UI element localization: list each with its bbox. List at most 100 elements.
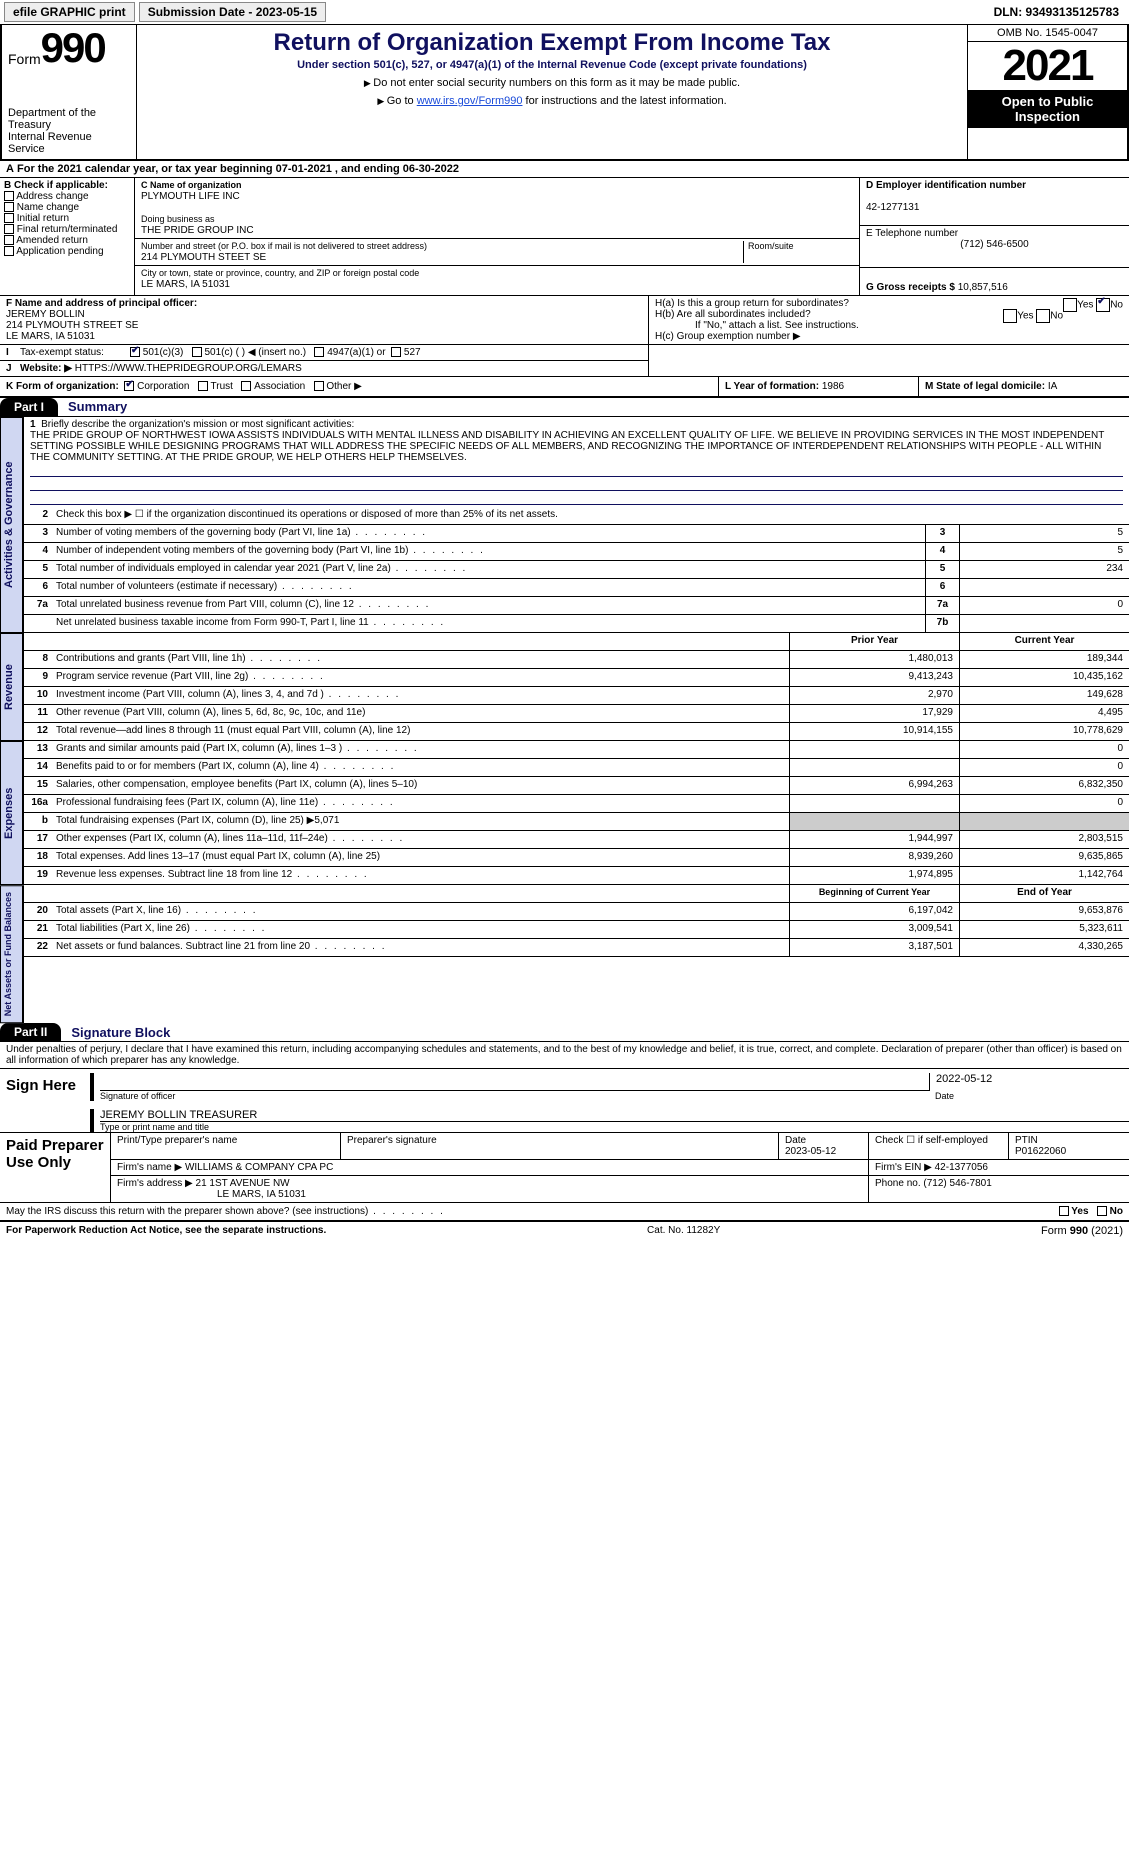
row-17: 17Other expenses (Part IX, column (A), l…	[24, 831, 1129, 849]
row-a-tax-year: A For the 2021 calendar year, or tax yea…	[0, 161, 1129, 177]
cb-501c[interactable]	[192, 347, 202, 357]
col-b-checkboxes: B Check if applicable: Address change Na…	[0, 178, 135, 295]
efile-print-button[interactable]: efile GRAPHIC print	[4, 2, 135, 22]
paid-preparer-section: Paid Preparer Use Only Print/Type prepar…	[0, 1132, 1129, 1202]
section-bcd: B Check if applicable: Address change Na…	[0, 177, 1129, 296]
form-title: Return of Organization Exempt From Incom…	[145, 29, 959, 57]
row-4: 4Number of independent voting members of…	[24, 543, 1129, 561]
cb-amended[interactable]	[4, 235, 14, 245]
cb-other[interactable]	[314, 381, 324, 391]
form-subtitle: Under section 501(c), 527, or 4947(a)(1)…	[145, 59, 959, 71]
cb-initial-return[interactable]	[4, 213, 14, 223]
row-13: 13Grants and similar amounts paid (Part …	[24, 741, 1129, 759]
ein-value: 42-1277131	[866, 202, 919, 213]
side-net-assets: Net Assets or Fund Balances	[0, 885, 24, 1023]
date-label: Date	[929, 1091, 1129, 1101]
row-11: 11Other revenue (Part VIII, column (A), …	[24, 705, 1129, 723]
row-9: 9Program service revenue (Part VIII, lin…	[24, 669, 1129, 687]
penalty-statement: Under penalties of perjury, I declare th…	[0, 1042, 1129, 1069]
prep-sig-hdr: Preparer's signature	[341, 1133, 779, 1159]
org-name: PLYMOUTH LIFE INC	[141, 191, 240, 202]
cb-527[interactable]	[391, 347, 401, 357]
row-i: I Tax-exempt status: 501(c)(3) 501(c) ( …	[0, 345, 648, 361]
sig-date: 2022-05-12	[936, 1073, 992, 1085]
form-footer: Form 990 (2021)	[1041, 1225, 1123, 1237]
street-label: Number and street (or P.O. box if mail i…	[141, 241, 427, 251]
state-domicile: IA	[1048, 381, 1057, 392]
ha-row: H(a) Is this a group return for subordin…	[655, 298, 1123, 309]
cat-number: Cat. No. 11282Y	[647, 1225, 720, 1237]
officer-name: JEREMY BOLLIN	[6, 309, 85, 320]
cb-final-return[interactable]	[4, 224, 14, 234]
tel-value: (712) 546-6500	[866, 239, 1123, 250]
row-14: 14Benefits paid to or for members (Part …	[24, 759, 1129, 777]
row-6: 6Total number of volunteers (estimate if…	[24, 579, 1129, 597]
row-22: 22Net assets or fund balances. Subtract …	[24, 939, 1129, 957]
row-19: 19Revenue less expenses. Subtract line 1…	[24, 867, 1129, 885]
irs-label: Internal Revenue Service	[8, 131, 130, 155]
hc-row: H(c) Group exemption number ▶	[655, 331, 1123, 342]
submission-date-button[interactable]: Submission Date - 2023-05-15	[139, 2, 326, 22]
cb-corp[interactable]	[124, 381, 134, 391]
irs-link[interactable]: www.irs.gov/Form990	[417, 95, 523, 107]
form-header: Form 990 Department of the Treasury Inte…	[0, 25, 1129, 161]
dln-label: DLN: 93493135125783	[988, 3, 1125, 21]
side-expenses: Expenses	[0, 741, 24, 885]
cb-application[interactable]	[4, 246, 14, 256]
ssn-note: Do not enter social security numbers on …	[145, 77, 959, 89]
cb-address-change[interactable]	[4, 191, 14, 201]
net-header: Beginning of Current YearEnd of Year	[24, 885, 1129, 903]
firm-addr2: LE MARS, IA 51031	[117, 1189, 306, 1200]
row-3: 3Number of voting members of the governi…	[24, 525, 1129, 543]
tel-label: E Telephone number	[866, 228, 958, 239]
side-governance: Activities & Governance	[0, 417, 24, 633]
firm-phone: (712) 546-7801	[923, 1178, 991, 1189]
row-8: 8Contributions and grants (Part VIII, li…	[24, 651, 1129, 669]
row-16a: 16aProfessional fundraising fees (Part I…	[24, 795, 1129, 813]
part1-header: Part I Summary	[0, 398, 1129, 417]
row-10: 10Investment income (Part VIII, column (…	[24, 687, 1129, 705]
ein-label: D Employer identification number	[866, 180, 1026, 191]
cb-name-change[interactable]	[4, 202, 14, 212]
form-number: 990	[41, 29, 105, 67]
row-20: 20Total assets (Part X, line 16)6,197,04…	[24, 903, 1129, 921]
footer: For Paperwork Reduction Act Notice, see …	[0, 1220, 1129, 1240]
org-name-label: C Name of organization	[141, 180, 242, 190]
mission-block: 1 Briefly describe the organization's mi…	[24, 417, 1129, 507]
cb-501c3[interactable]	[130, 347, 140, 357]
prep-self-emp: Check ☐ if self-employed	[869, 1133, 1009, 1159]
omb-number: OMB No. 1545-0047	[968, 25, 1127, 42]
open-public-badge: Open to Public Inspection	[968, 90, 1127, 128]
firm-ein: 42-1377056	[935, 1162, 988, 1173]
cb-discuss-yes[interactable]	[1059, 1206, 1069, 1216]
prep-date: 2023-05-12	[785, 1146, 836, 1157]
cb-ha-no[interactable]	[1096, 298, 1110, 312]
dba-label: Doing business as	[141, 214, 215, 224]
row-5: 5Total number of individuals employed in…	[24, 561, 1129, 579]
dept-treasury: Department of the Treasury	[8, 107, 130, 131]
prep-name-hdr: Print/Type preparer's name	[111, 1133, 341, 1159]
cb-hb-no[interactable]	[1036, 309, 1050, 323]
row-12: 12Total revenue—add lines 8 through 11 (…	[24, 723, 1129, 741]
cb-hb-yes[interactable]	[1003, 309, 1017, 323]
row-j: J Website: ▶ HTTPS://WWW.THEPRIDEGROUP.O…	[0, 361, 648, 376]
rev-header: Prior YearCurrent Year	[24, 633, 1129, 651]
row-7a: 7aTotal unrelated business revenue from …	[24, 597, 1129, 615]
street-value: 214 PLYMOUTH STEET SE	[141, 252, 266, 263]
cb-4947[interactable]	[314, 347, 324, 357]
side-revenue: Revenue	[0, 633, 24, 741]
row-2: 2Check this box ▶ ☐ if the organization …	[24, 507, 1129, 525]
cb-assoc[interactable]	[241, 381, 251, 391]
section-fh: F Name and address of principal officer:…	[0, 296, 1129, 345]
cb-ha-yes[interactable]	[1063, 298, 1077, 312]
row-klm: K Form of organization: Corporation Trus…	[0, 376, 1129, 398]
cb-trust[interactable]	[198, 381, 208, 391]
cb-discuss-no[interactable]	[1097, 1206, 1107, 1216]
officer-addr1: 214 PLYMOUTH STREET SE	[6, 320, 138, 331]
officer-addr2: LE MARS, IA 51031	[6, 331, 95, 342]
year-formation: 1986	[822, 381, 844, 392]
paperwork-notice: For Paperwork Reduction Act Notice, see …	[6, 1225, 326, 1237]
gross-label: G Gross receipts $	[866, 282, 955, 293]
row-7b: Net unrelated business taxable income fr…	[24, 615, 1129, 633]
part2-header: Part II Signature Block	[0, 1023, 1129, 1042]
